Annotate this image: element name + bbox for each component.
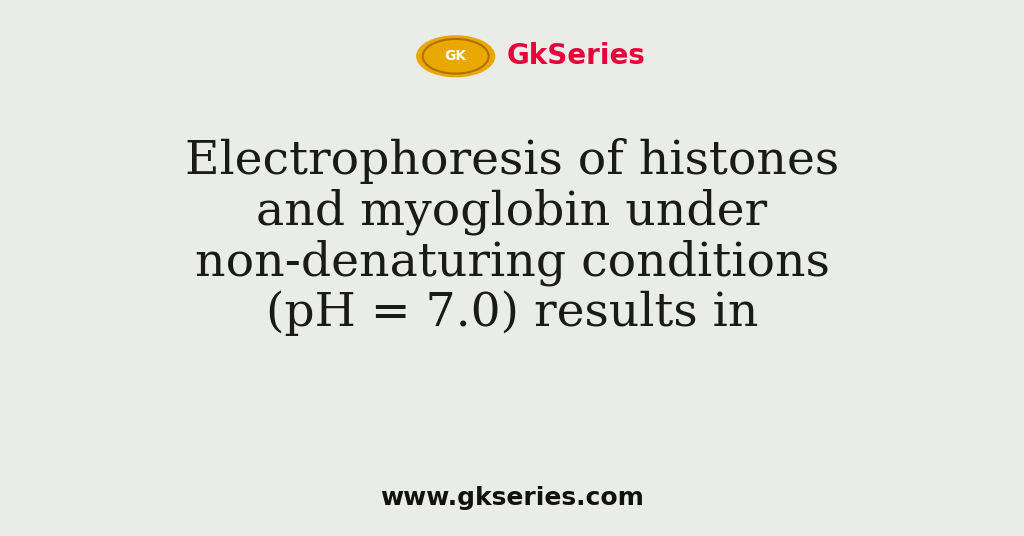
Text: GkSeries: GkSeries [507, 42, 646, 70]
Text: www.gkseries.com: www.gkseries.com [380, 487, 644, 510]
Text: (pH = 7.0) results in: (pH = 7.0) results in [266, 291, 758, 337]
Text: and myoglobin under: and myoglobin under [256, 189, 768, 235]
Circle shape [417, 36, 495, 77]
Text: Electrophoresis of histones: Electrophoresis of histones [185, 138, 839, 184]
Text: non-denaturing conditions: non-denaturing conditions [195, 240, 829, 286]
Text: GK: GK [444, 49, 467, 63]
